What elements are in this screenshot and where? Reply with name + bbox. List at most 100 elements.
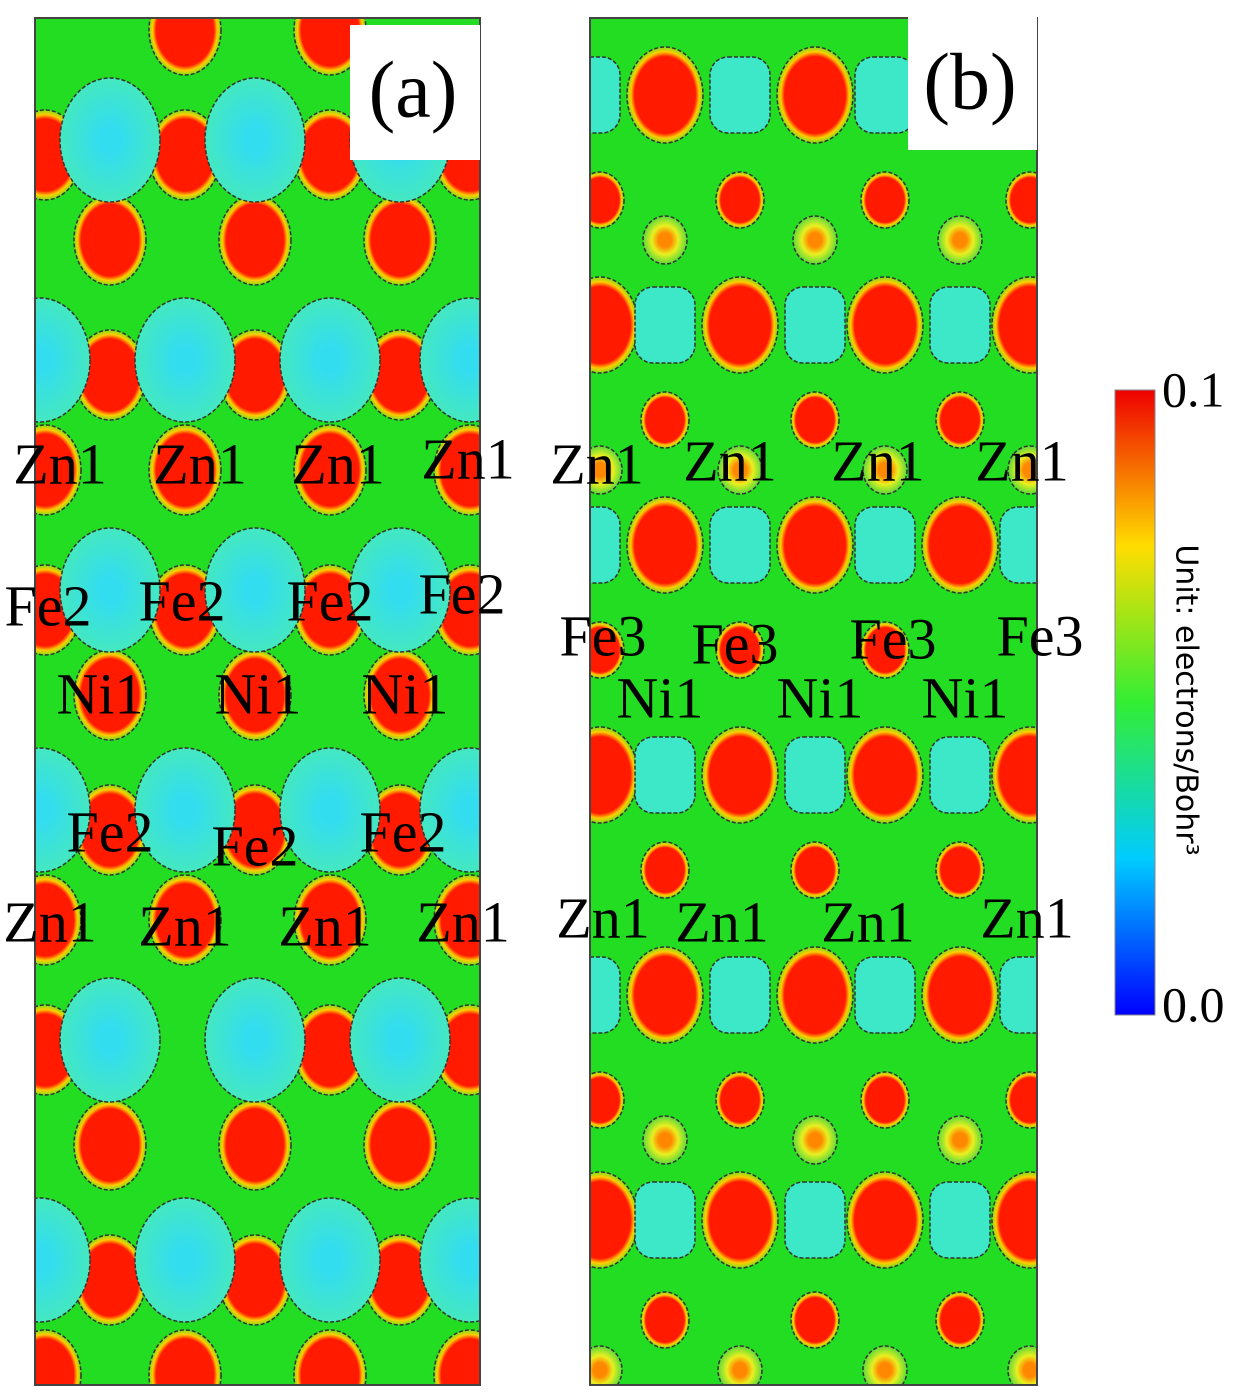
density-blob <box>590 1345 623 1385</box>
density-blob <box>59 527 161 653</box>
density-blob <box>921 946 999 1044</box>
panel-label: (a) <box>369 46 458 134</box>
density-blob <box>991 1171 1037 1269</box>
density-blob <box>1007 1345 1037 1385</box>
density-blob <box>701 1171 779 1269</box>
density-blob <box>293 874 367 966</box>
atom-label: Fe3 <box>997 603 1084 668</box>
density-blob <box>218 649 292 741</box>
density-blob <box>935 1291 985 1349</box>
density-blob <box>935 391 985 449</box>
panel-a-map <box>35 18 480 1385</box>
atom-label: Fe2 <box>419 561 506 626</box>
density-blob <box>709 56 771 134</box>
atom-label: Ni1 <box>922 665 1009 730</box>
density-blob <box>433 424 480 516</box>
density-blob <box>218 1099 292 1191</box>
density-blob <box>642 215 688 265</box>
density-blob <box>929 1181 991 1259</box>
density-blob <box>790 841 840 899</box>
density-blob <box>784 736 846 814</box>
density-blob <box>860 171 910 229</box>
density-blob <box>293 1329 367 1385</box>
density-blob <box>1007 445 1037 495</box>
density-blob <box>419 297 480 423</box>
atom-label: Zn1 <box>3 889 96 954</box>
density-blob <box>59 977 161 1103</box>
density-blob <box>862 1345 908 1385</box>
label-box <box>350 25 480 160</box>
density-blob <box>363 194 437 286</box>
density-blob <box>419 1197 480 1323</box>
density-blob <box>279 297 381 423</box>
density-blob <box>937 1115 983 1165</box>
density-blob <box>854 506 916 584</box>
density-blob <box>715 171 765 229</box>
density-blob <box>715 621 765 679</box>
atom-label: Zn1 <box>821 889 914 954</box>
density-blob <box>433 1329 480 1385</box>
density-blob <box>846 276 924 374</box>
density-blob <box>634 1181 696 1259</box>
colorbar-label: Unit: electrons/Bohr³ <box>1169 544 1204 855</box>
atom-label: Fe3 <box>692 611 779 676</box>
density-blob <box>590 276 639 374</box>
atom-label: Zn1 <box>556 885 649 950</box>
panel-label: (b) <box>923 38 1016 126</box>
atom-label: Ni1 <box>57 661 144 726</box>
density-blob <box>640 391 690 449</box>
density-blob <box>1005 171 1037 229</box>
colorbar <box>1114 389 1156 1016</box>
panel-b-frame <box>589 17 1038 1386</box>
density-blob <box>433 874 480 966</box>
density-blob <box>626 496 704 594</box>
density-blob <box>590 506 621 584</box>
density-blob <box>929 286 991 364</box>
density-blob <box>148 1329 222 1385</box>
density-blob <box>717 445 763 495</box>
density-blob <box>790 391 840 449</box>
density-blob <box>35 1329 82 1385</box>
atom-label: Fe2 <box>139 568 226 633</box>
atom-label: Fe3 <box>850 606 937 671</box>
density-blob <box>148 424 222 516</box>
density-blob <box>590 956 621 1034</box>
density-blob <box>35 297 91 423</box>
density-blob <box>717 1345 763 1385</box>
atom-label: Zn1 <box>980 885 1073 950</box>
density-blob <box>363 1099 437 1191</box>
density-blob <box>590 726 639 824</box>
density-blob <box>999 506 1037 584</box>
density-blob <box>634 736 696 814</box>
density-blob <box>709 506 771 584</box>
atom-label: Zn1 <box>831 428 924 493</box>
density-blob <box>148 874 222 966</box>
density-blob <box>701 726 779 824</box>
density-blob <box>709 956 771 1034</box>
density-blob <box>1005 1071 1037 1129</box>
colorbar-max: 0.1 <box>1162 361 1225 417</box>
density-blob <box>991 726 1037 824</box>
density-blob <box>640 1291 690 1349</box>
atom-label: Zn1 <box>683 428 776 493</box>
atom-label: Fe2 <box>212 813 299 878</box>
density-blob <box>999 956 1037 1034</box>
density-blob <box>634 286 696 364</box>
density-blob <box>279 1197 381 1323</box>
density-blob <box>776 46 854 144</box>
density-blob <box>73 1099 147 1191</box>
density-blob <box>784 286 846 364</box>
panel-a-frame <box>34 17 481 1386</box>
density-blob <box>790 1291 840 1349</box>
atom-label: Zn1 <box>550 431 643 496</box>
density-blob <box>73 194 147 286</box>
density-blob <box>134 297 236 423</box>
atom-label: Zn1 <box>153 431 246 496</box>
atom-label: Fe2 <box>67 799 154 864</box>
atom-label: Zn1 <box>138 893 231 958</box>
atom-label: Zn1 <box>421 426 514 491</box>
density-blob <box>846 1171 924 1269</box>
density-blob <box>776 496 854 594</box>
atom-label: Fe2 <box>287 568 374 633</box>
density-blob <box>293 424 367 516</box>
